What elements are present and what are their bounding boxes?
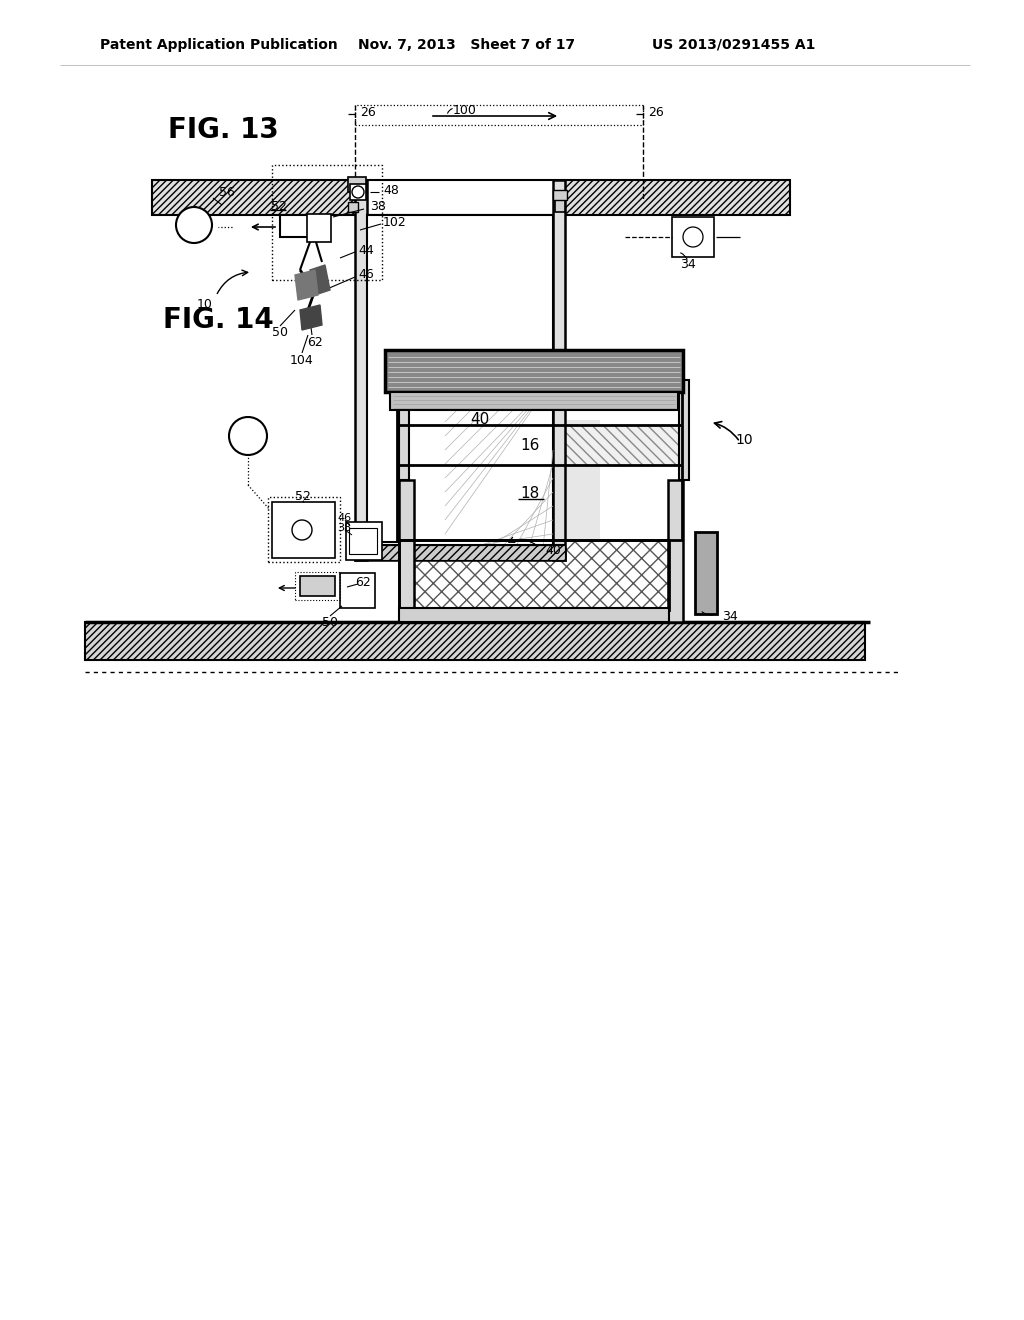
Bar [679, 380, 689, 480]
Text: 16: 16 [520, 437, 540, 453]
Bar [280, 215, 308, 238]
Bar [295, 572, 340, 601]
Bar [672, 216, 714, 257]
Bar [399, 380, 409, 480]
Bar [399, 540, 669, 610]
Text: 18: 18 [520, 487, 540, 502]
Text: 40: 40 [470, 412, 489, 428]
Bar [152, 180, 357, 215]
Text: 100: 100 [453, 103, 477, 116]
Text: 46: 46 [337, 513, 351, 523]
Bar [355, 106, 643, 125]
Bar [355, 548, 565, 560]
Bar [272, 165, 382, 280]
Circle shape [176, 207, 212, 243]
Bar [85, 622, 865, 660]
Text: US 2013/0291455 A1: US 2013/0291455 A1 [652, 38, 815, 51]
Text: 56: 56 [219, 186, 234, 198]
Bar [340, 573, 375, 609]
Text: 62: 62 [355, 577, 371, 590]
Bar [346, 521, 382, 560]
Text: 48: 48 [383, 183, 399, 197]
Text: 10: 10 [735, 433, 753, 447]
Bar [390, 392, 678, 411]
Text: 40: 40 [545, 544, 561, 557]
Bar [399, 480, 414, 622]
Bar [272, 502, 335, 558]
Bar [355, 545, 565, 560]
Circle shape [292, 520, 312, 540]
Text: Nov. 7, 2013   Sheet 7 of 17: Nov. 7, 2013 Sheet 7 of 17 [358, 38, 575, 51]
Bar [355, 180, 367, 560]
Text: 50: 50 [272, 326, 288, 338]
Bar [349, 528, 377, 554]
Text: FIG. 14: FIG. 14 [163, 306, 273, 334]
Text: 34: 34 [680, 259, 695, 272]
Bar [553, 180, 565, 560]
Text: FIG. 13: FIG. 13 [168, 116, 279, 144]
Polygon shape [567, 420, 600, 560]
Bar [385, 350, 683, 392]
Bar [350, 183, 366, 201]
Text: Patent Application Publication: Patent Application Publication [100, 38, 338, 51]
Polygon shape [295, 271, 318, 300]
Bar [152, 180, 357, 215]
Text: 102: 102 [383, 215, 407, 228]
Bar [268, 498, 340, 562]
Bar [695, 532, 717, 614]
Bar [553, 190, 567, 201]
Bar [348, 202, 358, 213]
Bar [300, 576, 335, 597]
Text: 46: 46 [358, 268, 374, 281]
Text: 26: 26 [360, 106, 376, 119]
Bar [399, 609, 669, 622]
Polygon shape [300, 305, 322, 330]
Bar [307, 214, 331, 242]
Bar [367, 215, 553, 548]
Text: 38: 38 [337, 523, 351, 533]
Bar [385, 350, 683, 392]
Bar [565, 180, 790, 215]
Polygon shape [440, 380, 553, 548]
Bar [397, 380, 682, 540]
Bar [555, 201, 565, 213]
Polygon shape [310, 265, 330, 294]
Circle shape [229, 417, 267, 455]
Bar [565, 180, 790, 215]
Text: 38: 38 [370, 201, 386, 214]
Text: 52: 52 [271, 201, 287, 214]
Text: 34: 34 [722, 610, 737, 623]
Circle shape [683, 227, 703, 247]
Text: 52: 52 [295, 490, 311, 503]
Text: 50: 50 [322, 615, 338, 628]
Text: 104: 104 [290, 354, 314, 367]
Text: 62: 62 [307, 335, 323, 348]
Bar [400, 425, 680, 465]
Bar [348, 177, 366, 191]
Bar [400, 540, 668, 609]
Text: 44: 44 [358, 243, 374, 256]
Circle shape [352, 186, 364, 198]
Bar [668, 480, 683, 622]
Text: 26: 26 [648, 106, 664, 119]
Text: 10: 10 [197, 298, 213, 312]
